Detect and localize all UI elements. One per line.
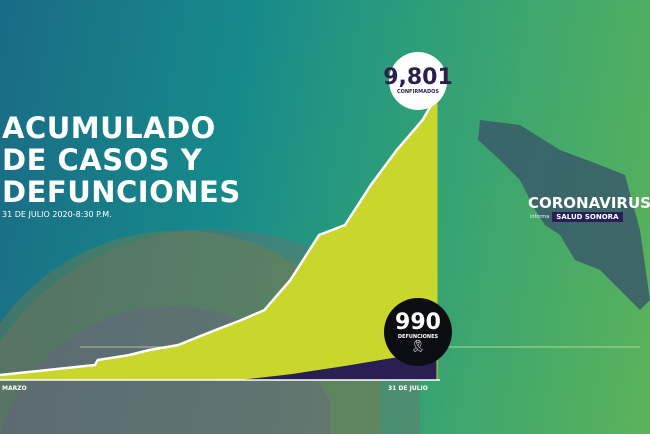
date-subtitle: 31 DE JULIO 2020-8:30 P.M. — [2, 210, 112, 219]
title-line: DEFUNCIONES — [2, 175, 241, 209]
cases-label: CONFIRMADOS — [396, 89, 440, 95]
brand-prefix: informa — [530, 214, 550, 220]
brand-title: CORONAVIRUS — [528, 194, 650, 212]
brand-badge: SALUD SONORA — [552, 212, 623, 222]
deaths-label: DEFUNCIONES — [397, 334, 439, 340]
x-start-label: MARZO — [2, 385, 27, 392]
ribbon-icon: 🎗 — [410, 339, 426, 353]
cases-line — [0, 94, 439, 377]
title-line: ACUMULADO — [2, 111, 216, 145]
deaths-total: 990 — [395, 310, 441, 335]
cases-total-bubble: 9,801 CONFIRMADOS — [383, 52, 453, 110]
brand-row: informa SALUD SONORA — [530, 212, 623, 222]
cases-total: 9,801 — [383, 65, 453, 90]
deaths-total-bubble: 990 DEFUNCIONES 🎗 — [384, 298, 452, 366]
page-title: ACUMULADO DE CASOS Y DEFUNCIONES — [2, 112, 241, 208]
title-line: DE CASOS Y — [2, 143, 203, 177]
cases-area — [0, 95, 437, 380]
x-end-label: 31 DE JULIO — [388, 385, 428, 392]
deaths-area — [244, 351, 437, 380]
